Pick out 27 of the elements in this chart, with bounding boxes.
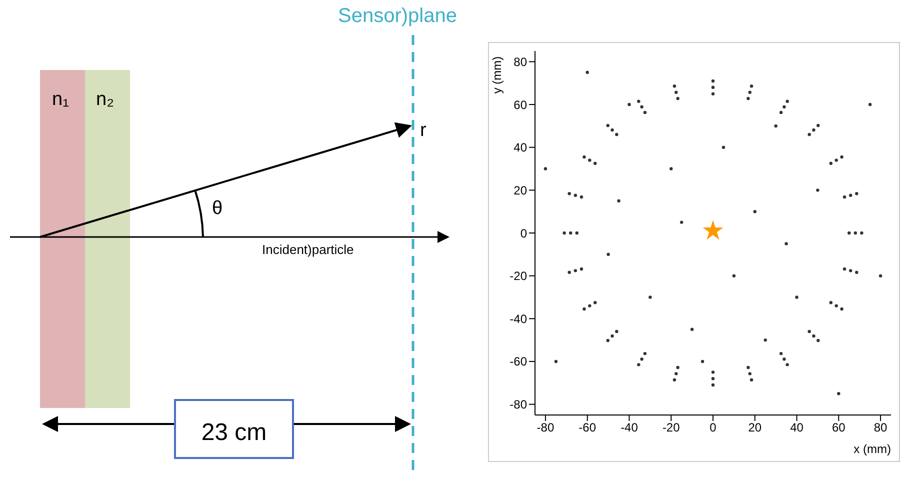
x-tick-label: 20 [748,420,762,435]
y-tick-label: 20 [514,183,528,198]
y-tick-label: -40 [510,312,528,326]
x-tick-label: 0 [710,420,717,435]
text: Sensor)plane [338,5,457,27]
x-tick-label: -20 [662,420,680,435]
y-tick-label: -80 [510,398,528,412]
text: n₁ [52,89,69,110]
y-tick-label: -60 [510,354,528,369]
y-tick-label: -20 [510,269,528,284]
x-axis-title: x (mm) [854,442,891,456]
x-tick-label: -40 [620,420,638,435]
y-tick-label: 60 [514,98,528,112]
text: 23 cm [201,419,267,446]
x-tick-label: -80 [536,420,554,435]
y-tick-label: 0 [520,226,528,240]
x-tick-label: 40 [790,420,804,435]
y-tick-label: 80 [514,54,528,69]
text: Incident)particle [262,242,354,257]
x-tick-label: 80 [874,420,888,435]
x-tick-label: -60 [578,420,596,435]
text: θ [212,198,223,219]
y-tick-label: 40 [514,140,528,155]
text: r [420,120,427,141]
text: n₂ [96,89,114,110]
x-tick-label: 60 [832,420,846,435]
y-axis-title: y (mm) [490,56,504,94]
